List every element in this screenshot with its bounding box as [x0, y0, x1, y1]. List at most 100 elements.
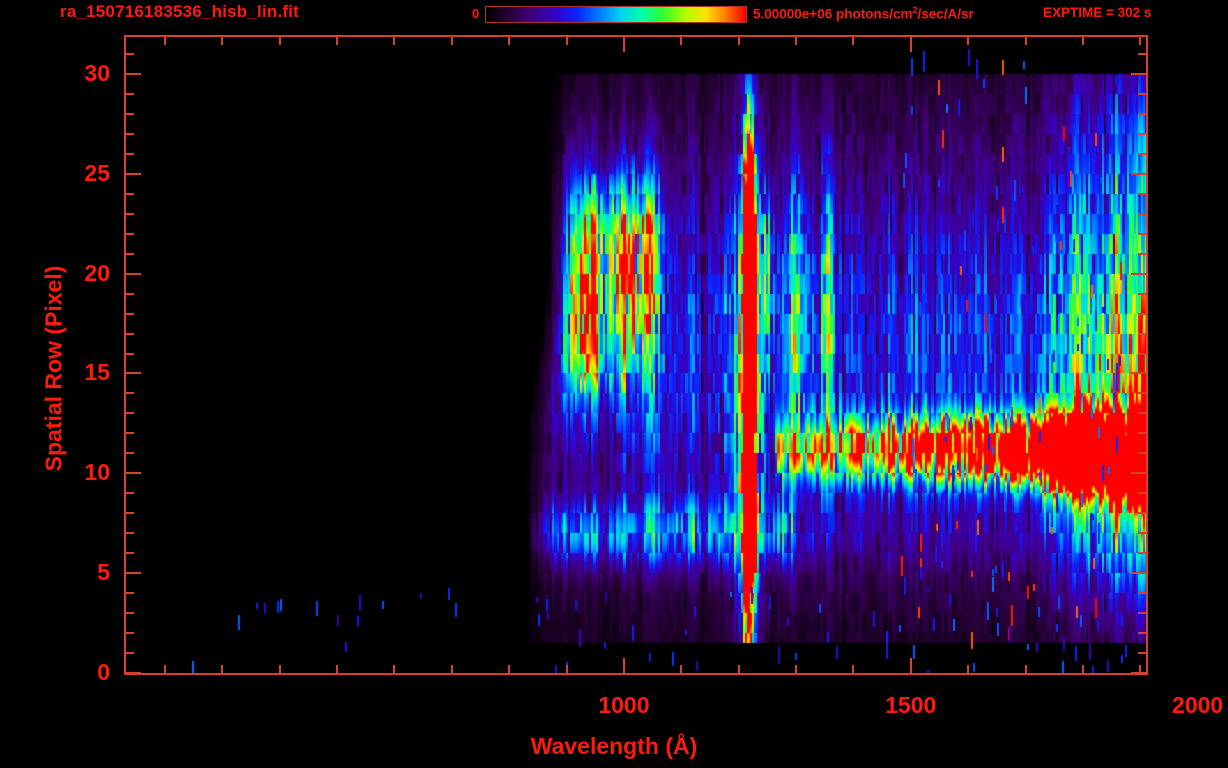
x-tick-top-200: [164, 35, 166, 45]
x-tick-1300: [795, 665, 798, 675]
y-tick-right-27: [1138, 132, 1148, 135]
x-tick-1900: [1139, 665, 1142, 675]
x-tick-top-1300: [795, 35, 798, 45]
y-tick-label-5: 5: [97, 559, 110, 586]
y-tick-right-10: [1131, 472, 1148, 475]
y-tick-right-18: [1138, 312, 1148, 315]
y-tick-20: [124, 272, 141, 275]
x-tick-300: [221, 665, 224, 675]
y-tick-7: [124, 532, 134, 535]
y-tick-15: [124, 372, 141, 375]
x-tick-700: [450, 665, 453, 675]
plot-frame: [124, 35, 1148, 675]
x-tick-200: [164, 665, 166, 675]
y-tick-30: [124, 72, 141, 75]
y-tick-right-11: [1138, 452, 1148, 455]
y-tick-right-25: [1131, 172, 1148, 175]
y-tick-right-3: [1138, 612, 1148, 615]
y-tick-12: [124, 432, 134, 435]
x-tick-top-900: [565, 35, 568, 45]
x-tick-top-1900: [1139, 35, 1142, 45]
x-tick-label-1500: 1500: [885, 692, 937, 718]
colorbar: [485, 6, 747, 23]
y-tick-28: [124, 112, 134, 115]
y-tick-label-30: 30: [84, 59, 110, 86]
x-tick-top-1100: [680, 35, 683, 45]
x-tick-label-1000: 1000: [598, 692, 650, 718]
x-tick-1400: [852, 665, 855, 675]
y-tick-right-29: [1138, 92, 1148, 95]
y-tick-10: [124, 472, 141, 475]
y-tick-13: [124, 412, 134, 415]
y-tick-14: [124, 392, 134, 395]
colorbar-min-label: 0: [472, 6, 480, 21]
y-tick-label-25: 25: [84, 159, 110, 186]
y-tick-label-15: 15: [84, 359, 110, 386]
y-tick-19: [124, 292, 134, 295]
y-tick-right-9: [1138, 492, 1148, 495]
y-tick-29: [124, 92, 134, 95]
x-tick-900: [565, 665, 568, 675]
x-tick-top-1000: [622, 35, 625, 52]
y-tick-label-0: 0: [97, 659, 110, 685]
y-tick-22: [124, 232, 134, 235]
y-tick-right-17: [1138, 332, 1148, 335]
y-tick-right-2: [1138, 632, 1148, 635]
y-tick-right-28: [1138, 112, 1148, 115]
x-tick-800: [508, 665, 511, 675]
y-tick-3: [124, 612, 134, 615]
y-tick-2: [124, 632, 134, 635]
x-tick-400: [278, 665, 281, 675]
x-axis-title: Wavelength (Å): [530, 733, 698, 759]
y-tick-right-16: [1138, 352, 1148, 355]
x-tick-top-1400: [852, 35, 855, 45]
colorbar-max-label: 5.00000e+06 photons/cm2/sec/A/sr: [753, 5, 974, 22]
x-tick-top-500: [336, 35, 339, 45]
y-axis-title: Spatial Row (Pixel): [40, 265, 67, 472]
x-tick-top-400: [278, 35, 281, 45]
colorbar-units-post: /sec/A/sr: [917, 6, 974, 22]
y-tick-11: [124, 452, 134, 455]
y-tick-right-23: [1138, 212, 1148, 215]
y-tick-right-22: [1138, 232, 1148, 235]
y-tick-right-13: [1138, 412, 1148, 415]
colorbar-gradient: [486, 7, 746, 22]
y-tick-27: [124, 132, 134, 135]
colorbar-units-exponent: 2: [912, 5, 918, 15]
y-tick-right-6: [1138, 552, 1148, 555]
x-tick-1000: [622, 658, 625, 675]
x-tick-top-300: [221, 35, 224, 45]
x-tick-top-1700: [1024, 35, 1027, 45]
x-tick-top-1200: [737, 35, 740, 45]
y-tick-18: [124, 312, 134, 315]
y-tick-right-4: [1138, 592, 1148, 595]
y-tick-8: [124, 512, 134, 515]
y-tick-right-21: [1138, 252, 1148, 255]
x-tick-1700: [1024, 665, 1027, 675]
x-tick-1600: [967, 665, 970, 675]
y-tick-right-8: [1138, 512, 1148, 515]
y-tick-26: [124, 152, 134, 155]
y-tick-5: [124, 572, 141, 575]
y-tick-label-20: 20: [84, 259, 110, 286]
x-tick-label-2000: 2000: [1172, 692, 1224, 718]
y-tick-24: [124, 192, 134, 195]
y-tick-right-15: [1131, 372, 1148, 375]
y-tick-0: [124, 672, 141, 674]
y-tick-right-1: [1138, 652, 1148, 655]
x-tick-top-1600: [967, 35, 970, 45]
x-tick-500: [336, 665, 339, 675]
y-tick-31: [124, 52, 134, 55]
x-tick-top-600: [393, 35, 396, 45]
exptime-label: EXPTIME = 302 s: [1043, 5, 1152, 20]
y-tick-16: [124, 352, 134, 355]
y-tick-17: [124, 332, 134, 335]
y-tick-21: [124, 252, 134, 255]
y-tick-right-31: [1138, 52, 1148, 55]
y-tick-4: [124, 592, 134, 595]
x-tick-top-1500: [909, 35, 912, 52]
colorbar-units-pre: photons/cm: [832, 6, 913, 22]
y-tick-25: [124, 172, 141, 175]
spectrogram-image: [126, 37, 1146, 673]
